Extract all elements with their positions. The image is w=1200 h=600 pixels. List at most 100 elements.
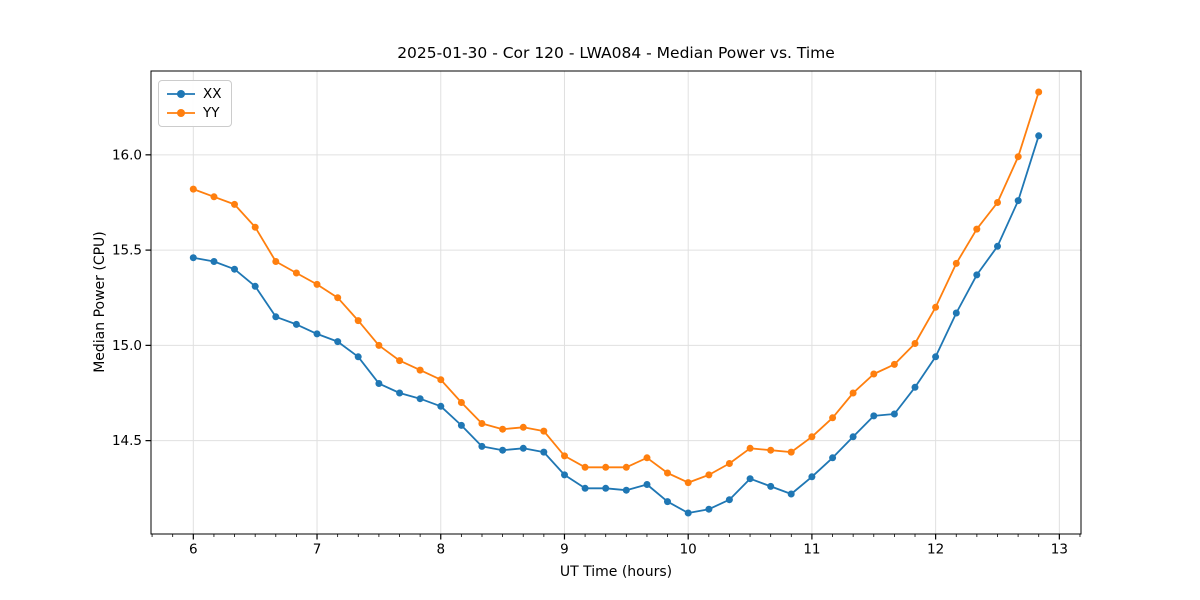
legend-item-xx: XX (166, 85, 222, 103)
data-point-marker (1014, 197, 1022, 205)
series-markers-xx (189, 132, 1043, 517)
data-point-marker (705, 505, 713, 513)
data-point-marker (890, 360, 898, 368)
series-line-yy (192, 91, 1040, 484)
x-axis-label: UT Time (hours) (559, 564, 673, 580)
data-point-marker (787, 448, 795, 456)
data-point-marker (313, 280, 321, 288)
data-point-marker (416, 366, 424, 374)
data-point-marker (416, 395, 424, 403)
data-point-marker (973, 271, 981, 279)
data-point-marker (787, 490, 795, 498)
x-tick-label: 9 (560, 542, 569, 558)
data-point-marker (602, 463, 610, 471)
data-point-marker (664, 498, 671, 506)
data-point-marker (870, 412, 878, 420)
data-point-marker (664, 469, 671, 477)
data-point-marker (189, 254, 197, 262)
data-point-marker (622, 486, 630, 494)
data-point-marker (210, 193, 218, 201)
data-point-marker (1014, 153, 1022, 161)
data-point-marker (231, 200, 238, 208)
data-point-marker (478, 442, 486, 450)
legend-item-yy: YY (166, 104, 222, 122)
legend-label: XX (203, 86, 222, 102)
data-point-marker (354, 353, 362, 361)
y-tick-label: 14.5 (112, 433, 142, 449)
data-point-marker (499, 446, 507, 454)
y-axis-label: Median Power (CPU) (92, 231, 108, 373)
legend-label: YY (203, 105, 220, 121)
data-point-marker (808, 473, 816, 481)
x-tick-label: 10 (680, 542, 697, 558)
data-point-marker (251, 223, 259, 231)
data-point-marker (231, 265, 238, 273)
data-point-marker (684, 509, 692, 517)
data-point-marker (292, 269, 300, 277)
axis-ticks: 6 7 8 9 10 11 12 13 14.5 15.0 15.5 16.0 (112, 147, 1081, 558)
data-point-marker (808, 433, 816, 441)
data-point-marker (561, 471, 568, 479)
data-point-marker (292, 320, 300, 328)
data-point-marker (911, 340, 919, 347)
y-tick-label: 15.0 (112, 338, 142, 354)
data-point-marker (540, 427, 548, 435)
plot-border (150, 70, 1082, 535)
data-point-marker (932, 303, 940, 311)
data-point-marker (313, 330, 321, 338)
data-point-marker (890, 410, 898, 418)
data-point-marker (457, 421, 465, 429)
data-point-marker (643, 454, 651, 462)
legend-line-marker-icon (167, 90, 195, 98)
x-tick-label: 8 (436, 542, 445, 558)
chart-title: 2025-01-30 - Cor 120 - LWA084 - Median P… (397, 44, 835, 62)
data-point-marker (210, 258, 218, 265)
data-point-marker (1035, 88, 1043, 96)
data-point-marker (602, 484, 610, 492)
data-point-marker (1035, 132, 1043, 140)
data-point-marker (973, 225, 981, 233)
data-point-marker (396, 357, 404, 365)
data-point-marker (725, 496, 733, 504)
data-point-marker (272, 258, 280, 265)
data-point-marker (334, 338, 342, 346)
data-point-marker (849, 433, 857, 441)
data-point-marker (334, 294, 342, 302)
series-markers-yy (189, 88, 1043, 487)
data-point-marker (911, 383, 919, 391)
data-point-marker (437, 376, 445, 384)
data-point-marker (725, 460, 733, 467)
data-point-marker (396, 389, 404, 397)
data-point-marker (519, 444, 527, 452)
data-point-marker (746, 475, 754, 483)
data-point-marker (272, 313, 280, 321)
data-point-marker (437, 402, 445, 410)
gridlines (151, 71, 1081, 534)
data-point-marker (189, 185, 197, 193)
y-tick-label: 15.5 (112, 243, 142, 259)
x-tick-label: 11 (803, 542, 820, 558)
y-tick-label: 16.0 (112, 147, 142, 163)
data-point-marker (829, 414, 837, 422)
data-point-marker (932, 353, 940, 361)
x-tick-label: 12 (927, 542, 944, 558)
data-point-marker (994, 199, 1001, 206)
data-point-marker (581, 463, 589, 471)
series-line-xx (192, 134, 1040, 514)
data-point-marker (519, 423, 527, 431)
data-point-marker (767, 446, 775, 454)
data-point-marker (870, 370, 878, 378)
data-point-marker (375, 380, 383, 387)
legend-line-marker-icon (167, 109, 195, 117)
data-point-marker (478, 420, 486, 427)
data-point-marker (994, 242, 1001, 250)
data-point-marker (251, 282, 259, 290)
data-point-marker (581, 484, 589, 492)
data-point-marker (952, 259, 960, 267)
data-point-marker (561, 452, 568, 460)
plot-content: 6 7 8 9 10 11 12 13 14.5 15.0 15.5 16.0 (112, 70, 1082, 558)
data-point-marker (540, 448, 548, 456)
x-tick-label: 6 (189, 542, 198, 558)
